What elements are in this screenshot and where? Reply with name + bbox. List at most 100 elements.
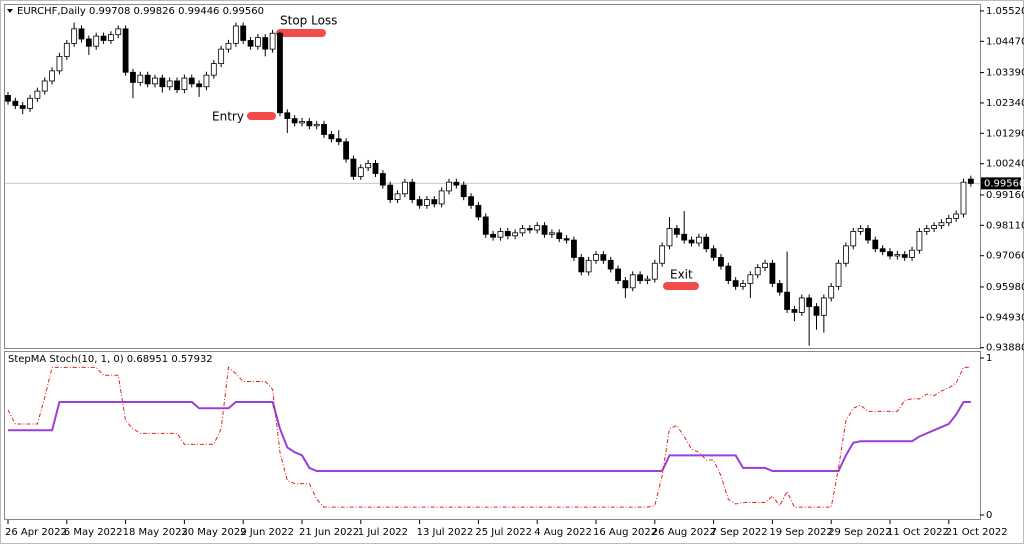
candle-body (673, 228, 680, 235)
candle-body (262, 37, 269, 50)
y-tick-label: 0.97060 (986, 251, 1024, 262)
candle-body (130, 71, 136, 83)
candle-body (159, 77, 166, 88)
exit-marker (663, 282, 699, 290)
candle-body (468, 196, 474, 206)
x-tick-label: 11 Oct 2022 (887, 527, 949, 538)
candle-body (762, 262, 768, 268)
candle-body (27, 97, 33, 109)
candle-body (350, 158, 357, 177)
candle-body (688, 239, 695, 244)
candle-body (600, 254, 607, 261)
candle-body (416, 199, 423, 206)
candle-body (490, 233, 497, 238)
last-price-box (981, 177, 1021, 190)
candle-body (556, 232, 563, 240)
candle-body (401, 181, 408, 195)
x-tick-label: 1 Jul 2022 (358, 527, 408, 538)
x-tick-label: 16 Aug 2022 (593, 527, 657, 538)
chart-title: EURCHF,Daily 0.99708 0.99826 0.99446 0.9… (17, 6, 264, 17)
y-tick-label: 1.05520 (986, 6, 1024, 17)
candle-body (820, 297, 827, 316)
candle-body (379, 173, 386, 186)
annotation: Entry (212, 110, 244, 124)
candle-body (284, 112, 291, 119)
x-tick-label: 26 Aug 2022 (652, 527, 716, 538)
candle-body (923, 228, 930, 232)
candle-body (644, 278, 651, 281)
menu-icon (7, 9, 13, 13)
candle-body (769, 262, 776, 284)
candle-body (549, 232, 555, 235)
candle-body (659, 245, 666, 264)
candle-body (666, 228, 673, 247)
candle-body (607, 259, 614, 270)
candle-body (754, 267, 761, 276)
candle-body (526, 228, 533, 231)
candle-body (497, 231, 504, 238)
candle-body (394, 193, 401, 200)
y-tick-label: 0.93880 (986, 343, 1024, 354)
candle-body (460, 184, 467, 198)
candle-body (365, 163, 372, 169)
x-tick-label: 21 Oct 2022 (946, 527, 1008, 538)
candle-body (534, 225, 541, 231)
candle-body (776, 283, 783, 293)
candle-body (593, 254, 599, 261)
x-tick-label: 9 Jun 2022 (240, 527, 294, 538)
candle-body (174, 80, 180, 91)
y-tick-label: 0.99160 (986, 190, 1024, 201)
candle-body (254, 37, 261, 47)
candle-body (115, 28, 122, 36)
candle-body (19, 105, 26, 109)
candle-body (108, 34, 114, 41)
candle-body (850, 231, 857, 247)
y-tick-label: 1.00240 (986, 159, 1024, 170)
candle-body (328, 134, 335, 140)
candle-body (85, 38, 92, 47)
candle-body (321, 123, 327, 135)
candle-body (453, 181, 460, 186)
indicator-line (8, 400, 971, 473)
x-tick-label: 19 Sep 2022 (769, 527, 832, 538)
candle-body (578, 257, 585, 273)
candle-body (12, 100, 19, 106)
candle-body (93, 35, 100, 47)
candle-body (865, 228, 871, 241)
candle-body (747, 274, 754, 284)
x-tick-label: 30 May 2022 (181, 527, 246, 538)
candle-body (798, 297, 805, 313)
candle-body (512, 232, 519, 237)
candle-body (225, 42, 232, 50)
candle-body (651, 262, 658, 280)
y-tick-label: 1.03390 (986, 68, 1024, 79)
indicator-line (7, 366, 971, 508)
candle-body (122, 28, 129, 73)
candle-body (828, 285, 835, 299)
x-tick-label: 25 Jul 2022 (475, 527, 532, 538)
candle-body (541, 225, 548, 235)
candle-body (519, 228, 526, 234)
candle-body (247, 40, 254, 47)
candle-body (953, 213, 960, 219)
indicator-panel (4, 351, 981, 520)
candle-body (424, 199, 430, 206)
candle-body (475, 204, 482, 218)
candle-body (78, 28, 85, 40)
candle-body (718, 257, 724, 267)
y-tick-label: 0.94930 (986, 312, 1024, 323)
candle-body (313, 123, 320, 127)
candle-body (34, 90, 41, 99)
candle-body (137, 74, 144, 83)
candle-body (732, 280, 739, 287)
candle-body (181, 77, 188, 91)
candle-body (710, 248, 717, 258)
candle-body (629, 274, 636, 289)
candle-body (938, 222, 945, 227)
candle-body (166, 80, 173, 88)
y-tick-label: 1.04470 (986, 36, 1024, 47)
candle-body (791, 309, 798, 313)
candle-body (622, 280, 629, 289)
